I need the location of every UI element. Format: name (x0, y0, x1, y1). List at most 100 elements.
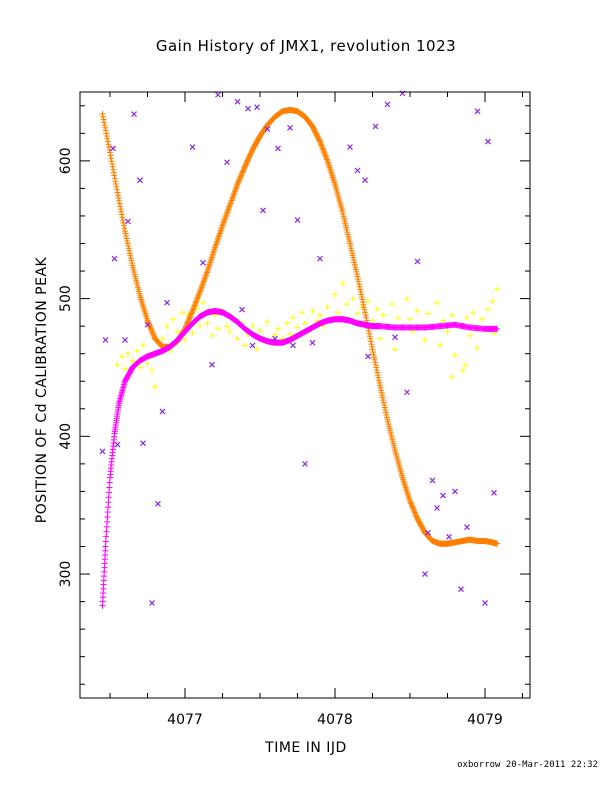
curve-point (372, 361, 379, 368)
y-tick-label: 300 (58, 561, 74, 588)
curve-point (192, 299, 199, 306)
curve-point (119, 214, 126, 221)
data-point (479, 316, 485, 323)
curve-point (104, 138, 111, 145)
curve-point (229, 196, 236, 203)
x-tick-label: 4079 (467, 712, 503, 728)
curve-point (225, 206, 232, 213)
curve-point (148, 326, 155, 333)
data-point (290, 342, 296, 349)
data-point (425, 310, 431, 317)
curve-point (226, 203, 233, 210)
data-point (144, 321, 151, 328)
data-point (299, 309, 305, 316)
curve-point (186, 314, 193, 321)
curve-point (411, 509, 418, 516)
data-point (440, 492, 446, 499)
curve-point (238, 172, 245, 179)
curve-point (319, 144, 326, 151)
curve-point (237, 173, 244, 180)
curve-point (239, 169, 246, 176)
curve-point (362, 309, 368, 316)
data-point (174, 328, 181, 335)
data-point (485, 138, 491, 145)
curve-point (224, 207, 231, 214)
data-point (354, 310, 361, 317)
curve-point (230, 191, 237, 198)
data-point (99, 448, 106, 455)
data-point (215, 325, 221, 332)
curve-point (361, 306, 368, 313)
curve-point (227, 201, 233, 208)
data-point (140, 440, 146, 447)
curve-point (356, 283, 363, 290)
curve-point (198, 284, 205, 291)
data-point (257, 327, 263, 334)
curve-point (188, 309, 195, 316)
data-point (189, 144, 196, 151)
data-point (224, 323, 230, 330)
curve-point (196, 290, 203, 297)
curve-point (374, 372, 381, 379)
data-point (209, 332, 215, 339)
curve-point (369, 346, 376, 353)
data-point (152, 383, 158, 390)
data-point (249, 323, 256, 330)
curve-point (407, 499, 414, 506)
curve-point (113, 186, 120, 193)
curve-point (366, 330, 373, 337)
data-point (335, 309, 341, 316)
curve-point (357, 288, 364, 295)
data-point (377, 335, 383, 342)
curve-point (120, 219, 127, 226)
data-point (459, 367, 466, 374)
curve-point (194, 295, 201, 302)
curve-point (150, 331, 157, 338)
data-point (372, 123, 379, 130)
curve-point (363, 314, 370, 321)
footer-stamp: oxborrow 20-Mar-2011 22:32 (457, 760, 598, 770)
data-point (234, 335, 241, 342)
data-point (215, 91, 221, 98)
curve-point (234, 181, 241, 188)
data-point (119, 353, 125, 360)
curve-point (409, 503, 416, 510)
data-point (434, 299, 440, 306)
curve-point (150, 332, 157, 339)
data-point (309, 339, 316, 346)
y-tick-label: 400 (58, 423, 74, 450)
data-point (302, 460, 308, 467)
data-point (384, 101, 391, 108)
curve-point (144, 317, 151, 324)
curve-point (240, 167, 247, 174)
data-point (149, 600, 155, 606)
curve-point (107, 149, 113, 156)
data-point (302, 320, 308, 327)
curve-point (191, 303, 198, 310)
curve-point (200, 278, 207, 285)
data-point (294, 217, 301, 224)
curve-point (203, 270, 210, 277)
data-point (122, 365, 128, 372)
curve-point (358, 294, 365, 301)
curve-point (357, 286, 364, 293)
data-point (290, 314, 296, 321)
curve-point (200, 279, 207, 286)
curve-point (222, 213, 229, 220)
curve-point (191, 302, 198, 309)
curve-point (413, 513, 420, 520)
curve-point (194, 294, 201, 301)
curve-point (197, 287, 204, 294)
data-point (125, 350, 131, 357)
data-point (149, 367, 155, 374)
curve-point (100, 113, 107, 120)
data-point (434, 505, 440, 511)
data-point (272, 335, 278, 342)
curve-point (367, 338, 374, 345)
curve-point (321, 149, 328, 156)
data-point (474, 345, 481, 352)
curve-point (358, 291, 365, 298)
data-point (404, 389, 410, 396)
data-point (395, 314, 401, 321)
curve-point (319, 145, 326, 152)
